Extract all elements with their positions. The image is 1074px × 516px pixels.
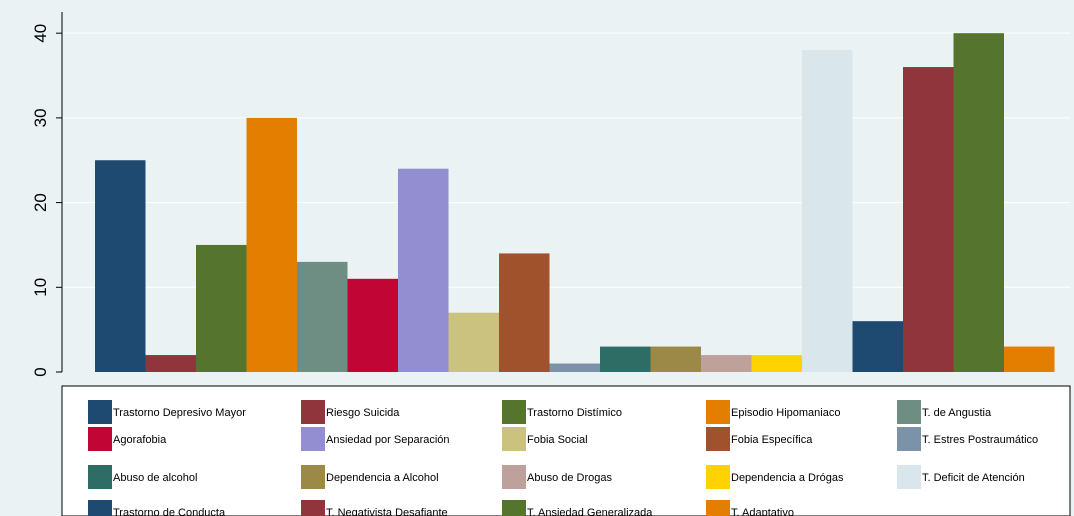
legend-swatch: [301, 465, 325, 489]
bar: [701, 355, 752, 372]
bar: [852, 321, 903, 372]
legend-label: Abuso de alcohol: [113, 472, 197, 484]
bar: [347, 278, 398, 372]
legend-label: Fobia Específica: [731, 434, 813, 446]
bar: [448, 312, 499, 372]
legend-label: Abuso de Drogas: [527, 472, 612, 484]
legend-label: Trastorno Distímico: [527, 407, 622, 419]
bar: [196, 244, 247, 372]
y-tick-label: 20: [31, 193, 50, 212]
bar: [297, 261, 348, 372]
legend-swatch: [502, 500, 526, 516]
bar: [802, 50, 853, 372]
y-tick-label: 40: [31, 24, 50, 43]
legend-label: Agorafobia: [113, 434, 167, 446]
legend-swatch: [502, 427, 526, 451]
legend-label: Dependencia a Drógas: [731, 472, 844, 484]
legend-swatch: [301, 400, 325, 424]
y-tick-label: 0: [31, 367, 50, 376]
bar: [600, 346, 651, 372]
legend-label: T. Adaptativo: [731, 507, 794, 516]
bar: [95, 160, 146, 372]
bar: [398, 168, 449, 372]
legend-swatch: [897, 427, 921, 451]
legend-label: Episodio Hipomaniaco: [731, 407, 840, 419]
legend-swatch: [706, 465, 730, 489]
legend-swatch: [897, 400, 921, 424]
legend-swatch: [706, 400, 730, 424]
legend-swatch: [897, 465, 921, 489]
legend-swatch: [706, 427, 730, 451]
legend-swatch: [88, 400, 112, 424]
legend-label: T. Negativista Desafiante: [326, 507, 448, 516]
legend-swatch: [502, 400, 526, 424]
legend-label: Ansiedad por Separación: [326, 434, 450, 446]
legend-swatch: [502, 465, 526, 489]
bar: [145, 355, 196, 372]
legend-label: Trastorno Depresivo Mayor: [113, 407, 246, 419]
y-axis-ticks: 0 10 20 30 40: [31, 24, 62, 377]
bar: [499, 253, 550, 372]
legend-swatch: [301, 500, 325, 516]
legend-swatch: [88, 500, 112, 516]
legend-label: Riesgo Suicida: [326, 407, 400, 419]
y-tick-label: 30: [31, 108, 50, 127]
bars: [95, 33, 1055, 372]
legend-label: T. Estres Postraumático: [922, 434, 1038, 446]
bar: [246, 117, 297, 372]
bar: [903, 67, 954, 372]
legend-swatch: [706, 500, 730, 516]
bar: [1004, 346, 1055, 372]
legend-label: Fobia Social: [527, 434, 588, 446]
bar: [953, 33, 1004, 372]
bar: [549, 363, 600, 372]
legend-label: T. Deficit de Atención: [922, 472, 1025, 484]
legend-swatch: [88, 427, 112, 451]
legend: Trastorno Depresivo Mayor Riesgo Suicida T…: [88, 400, 1038, 516]
y-tick-label: 10: [31, 278, 50, 297]
bar: [650, 346, 701, 372]
bar: [751, 355, 802, 372]
legend-label: Dependencia a Alcohol: [326, 472, 439, 484]
legend-swatch: [301, 427, 325, 451]
legend-label: T. Ansiedad Generalizada: [527, 507, 653, 516]
legend-label: T. de Angustia: [922, 407, 992, 419]
legend-label: Trastorno de Conducta: [113, 507, 226, 516]
legend-swatch: [88, 465, 112, 489]
